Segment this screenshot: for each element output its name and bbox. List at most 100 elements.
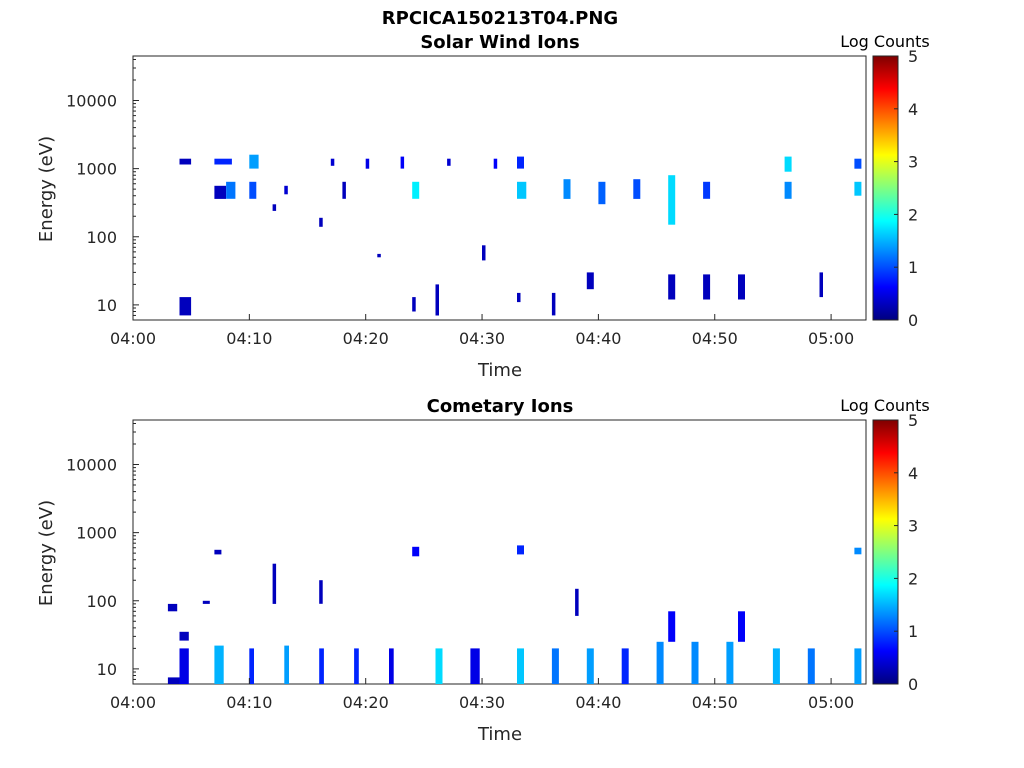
x-tick-label: 04:00 bbox=[110, 693, 156, 712]
colorbar-tick-label: 3 bbox=[908, 517, 918, 536]
heatmap-cell bbox=[517, 648, 524, 684]
heatmap-cell bbox=[249, 154, 259, 169]
y-tick-label: 1000 bbox=[76, 160, 117, 179]
x-tick-label: 04:30 bbox=[459, 693, 505, 712]
cometary-ions-panel: Cometary Ions Log Counts Time Energy (eV… bbox=[36, 396, 930, 745]
colorbar-tick-label: 0 bbox=[908, 675, 918, 694]
y-tick-label: 10000 bbox=[66, 456, 117, 475]
heatmap-cell bbox=[738, 611, 745, 642]
heatmap-cell bbox=[738, 274, 745, 300]
colorbar-label: Log Counts bbox=[840, 396, 930, 415]
heatmap-cell bbox=[214, 158, 232, 165]
x-tick-label: 04:10 bbox=[226, 693, 272, 712]
colorbar-tick-label: 2 bbox=[908, 205, 918, 224]
solar-wind-ions-panel: Solar Wind Ions Log Counts Time Energy (… bbox=[36, 32, 930, 381]
heatmap-cell bbox=[482, 245, 486, 261]
heatmap-cell bbox=[586, 272, 594, 290]
colorbar-tick-label: 1 bbox=[908, 258, 918, 277]
heatmap-cell bbox=[621, 648, 629, 684]
heatmap-cell bbox=[365, 158, 370, 169]
heatmap-cell bbox=[319, 217, 323, 227]
panel-title: Solar Wind Ions bbox=[420, 32, 579, 53]
heatmap-cell bbox=[435, 648, 443, 684]
heatmap-cell bbox=[249, 181, 257, 199]
heatmap-cell bbox=[493, 158, 498, 169]
y-tick-label: 10 bbox=[97, 296, 117, 315]
heatmap-cell bbox=[412, 181, 420, 199]
y-axis-label: Energy (eV) bbox=[36, 500, 57, 606]
heatmap-cell bbox=[772, 648, 780, 684]
heatmap-cell bbox=[703, 181, 711, 199]
heatmap-cell bbox=[319, 580, 323, 604]
heatmap-cell bbox=[517, 292, 521, 303]
heatmap-cell bbox=[598, 181, 606, 205]
heatmap-cell bbox=[202, 600, 210, 604]
heatmap-cell bbox=[389, 648, 394, 684]
heatmap-cell bbox=[691, 641, 699, 684]
x-tick-label: 04:50 bbox=[692, 329, 738, 348]
heatmap-cell bbox=[179, 631, 189, 641]
heatmap-cell bbox=[272, 204, 277, 211]
heatmap-cell bbox=[214, 185, 226, 199]
x-axis-label: Time bbox=[477, 724, 522, 745]
heatmap-cell bbox=[854, 648, 862, 684]
y-tick-label: 100 bbox=[86, 228, 117, 247]
y-tick-label: 10000 bbox=[66, 92, 117, 111]
figure-title: RPCICA150213T04.PNG bbox=[382, 8, 618, 29]
heatmap-cell bbox=[249, 648, 254, 684]
heatmap-cell bbox=[470, 648, 480, 684]
plot-area bbox=[132, 419, 867, 685]
x-tick-label: 04:40 bbox=[575, 693, 621, 712]
y-tick-label: 10 bbox=[97, 660, 117, 679]
y-tick-label: 100 bbox=[86, 592, 117, 611]
heatmap-cell bbox=[435, 284, 439, 316]
heatmap-cell bbox=[330, 158, 335, 166]
heatmap-cell bbox=[179, 158, 192, 165]
heatmap-cell bbox=[703, 274, 711, 300]
heatmap-cell bbox=[167, 603, 178, 612]
heatmap-cell bbox=[272, 563, 277, 604]
heatmap-cell bbox=[854, 158, 862, 169]
heatmap-cell bbox=[517, 156, 524, 169]
heatmap-cell bbox=[807, 648, 815, 684]
x-axis-label: Time bbox=[477, 360, 522, 381]
heatmap-cell bbox=[214, 549, 222, 555]
x-tick-label: 04:20 bbox=[343, 693, 389, 712]
heatmap-cell bbox=[319, 648, 324, 684]
heatmap-cell bbox=[517, 181, 527, 199]
colorbar-tick-label: 5 bbox=[908, 47, 918, 66]
heatmap-cell bbox=[854, 181, 862, 196]
colorbar-tick-label: 0 bbox=[908, 311, 918, 330]
heatmap-cell bbox=[551, 292, 556, 316]
colorbar-tick-label: 4 bbox=[908, 100, 918, 119]
heatmap-cell bbox=[167, 677, 180, 684]
heatmap-cell bbox=[179, 297, 192, 316]
heatmap-cell bbox=[656, 641, 664, 684]
x-tick-label: 04:20 bbox=[343, 329, 389, 348]
x-tick-label: 05:00 bbox=[808, 329, 854, 348]
heatmap-cell bbox=[668, 274, 676, 300]
x-tick-label: 04:50 bbox=[692, 693, 738, 712]
x-tick-label: 05:00 bbox=[808, 693, 854, 712]
heatmap-cell bbox=[633, 179, 641, 199]
heatmap-cell bbox=[517, 545, 524, 555]
heatmap-cell bbox=[854, 547, 862, 555]
colorbar-tick-label: 5 bbox=[908, 411, 918, 430]
heatmap-cell bbox=[575, 588, 579, 616]
heatmap-cell bbox=[447, 158, 451, 166]
heatmap-cell bbox=[284, 645, 289, 684]
heatmap-cell bbox=[784, 156, 792, 172]
plot-area bbox=[132, 55, 867, 321]
heatmap-cell bbox=[400, 156, 405, 169]
colorbar-tick-label: 2 bbox=[908, 569, 918, 588]
heatmap-cell bbox=[726, 641, 734, 684]
heatmap-cell bbox=[819, 272, 823, 298]
colorbar-label: Log Counts bbox=[840, 32, 930, 51]
colorbar-tick-label: 3 bbox=[908, 153, 918, 172]
heatmap-cell bbox=[586, 648, 594, 684]
heatmap-cell bbox=[226, 181, 236, 199]
heatmap-cell bbox=[342, 181, 346, 199]
y-axis-label: Energy (eV) bbox=[36, 136, 57, 242]
heatmap-cell bbox=[284, 185, 288, 195]
